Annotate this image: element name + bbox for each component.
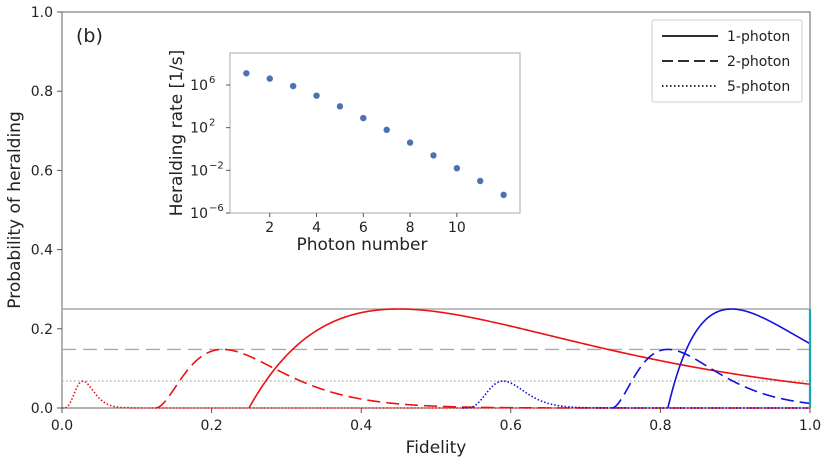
y-tick-label: 0.4 [31, 243, 53, 259]
y-axis-label: Probability of heralding [5, 111, 25, 309]
curve-red-2-photon [155, 348, 810, 409]
inset-y-tick-exponent: 6 [209, 75, 215, 86]
curve-blue-2-photon [611, 348, 811, 409]
inset-point [453, 165, 461, 172]
inset-x-ticks: 2 4 6 8 10 [265, 213, 466, 236]
inset-point [430, 152, 437, 159]
legend-label-1: 1-photon [727, 29, 790, 45]
inset-point [336, 103, 344, 110]
inset-y-axis-label: Heralding rate [1/s] [167, 50, 187, 216]
curve-red-5-photon [61, 380, 810, 409]
inset-point [243, 70, 250, 77]
inset-x-tick-label: 2 [265, 220, 274, 236]
curves [61, 308, 811, 409]
inset-point [406, 139, 414, 146]
inset-y-tick-label: 10 [190, 163, 208, 179]
x-tick-label: 0.4 [350, 418, 372, 434]
curve-blue-1-photon [667, 308, 811, 409]
reference-lines [62, 308, 810, 382]
inset-x-tick-label: 4 [312, 220, 321, 236]
x-tick-label: 0.0 [51, 418, 73, 434]
y-tick-label: 0.2 [31, 322, 53, 338]
inset-point [383, 126, 390, 133]
y-tick-label: 1.0 [31, 5, 53, 21]
inset-y-tick-exponent: 2 [209, 118, 215, 129]
inset-point [266, 75, 273, 82]
y-tick-label: 0.0 [31, 401, 53, 417]
curve-blue-5-photon [462, 380, 810, 409]
inset-y-tick-label: 10 [190, 206, 208, 222]
x-tick-label: 0.6 [500, 418, 522, 434]
panel-label: (b) [76, 25, 103, 47]
inset-x-axis-label: Photon number [296, 235, 427, 255]
inset-frame [229, 52, 521, 214]
x-axis-label: Fidelity [406, 438, 467, 458]
legend-label-2: 2-photon [727, 54, 790, 70]
inset-x-tick-label: 10 [448, 220, 466, 236]
inset-y-tick-exponent: −2 [209, 160, 224, 171]
y-axis-ticks: 0.0 0.2 0.4 0.6 0.8 1.0 [31, 5, 62, 417]
inset-y-tick-exponent: −6 [209, 203, 224, 214]
inset-point [289, 82, 297, 90]
inset-y-tick-label: 10 [190, 78, 208, 94]
inset-x-tick-label: 8 [406, 220, 415, 236]
inset-point [313, 92, 320, 99]
inset-y-tick-label: 10 [190, 121, 208, 137]
x-tick-label: 0.2 [200, 418, 222, 434]
y-tick-label: 0.6 [31, 163, 53, 179]
legend-label-3: 5-photon [727, 79, 790, 95]
inset-x-tick-label: 6 [359, 220, 368, 236]
x-tick-label: 1.0 [799, 418, 821, 434]
inset-point [477, 177, 484, 185]
x-axis-ticks: 0.0 0.2 0.4 0.6 0.8 1.0 [51, 408, 821, 434]
x-tick-label: 0.8 [649, 418, 671, 434]
inset-points [243, 70, 507, 199]
legend: 1-photon 2-photon 5-photon [651, 19, 803, 103]
y-tick-label: 0.8 [31, 84, 53, 100]
inset-point [500, 191, 507, 199]
legend-box [651, 19, 803, 103]
inset-point [360, 114, 367, 122]
